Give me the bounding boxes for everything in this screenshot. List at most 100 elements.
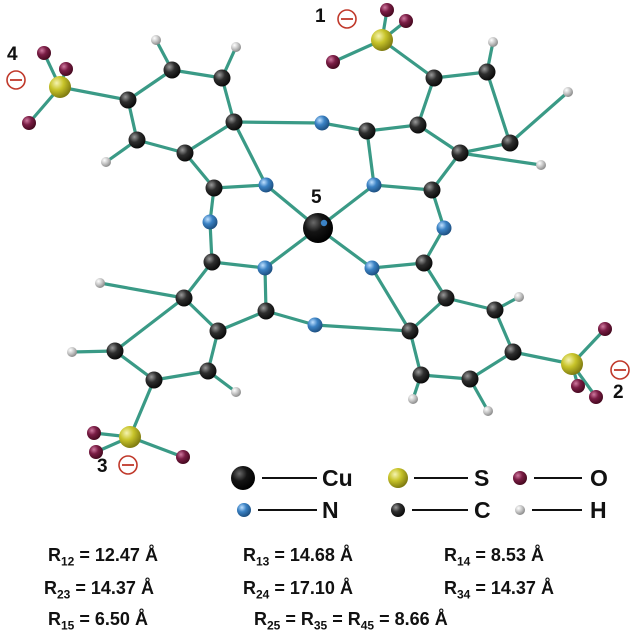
carbon-atom [501, 134, 519, 152]
nitrogen-atom [257, 260, 273, 276]
sulfur-atom [119, 426, 141, 448]
carbon-atom [358, 122, 376, 140]
oxygen-atom [326, 55, 340, 69]
legend-label-h: H [590, 497, 607, 523]
carbon-atom [425, 69, 443, 87]
carbon-atom [128, 131, 146, 149]
carbon-atom [486, 301, 504, 319]
nitrogen-atom [202, 214, 218, 230]
site-5-marker [320, 219, 328, 227]
bond [365, 123, 420, 133]
bond [313, 323, 412, 333]
distance-r25-r35-r45: R25 = R35 = R45 = 8.66 Å [254, 609, 448, 633]
hydrogen-atom [67, 347, 77, 357]
nitrogen-atom [364, 260, 380, 276]
oxygen-atom [87, 426, 101, 440]
minus-circle-icon [118, 455, 138, 475]
carbon-atom [176, 144, 194, 162]
atoms-layer [22, 3, 612, 464]
oxygen-atom [571, 379, 585, 393]
legend-swatch-h [515, 505, 525, 515]
legend-label-c: C [474, 497, 491, 523]
bond [152, 369, 210, 382]
hydrogen-atom [488, 37, 498, 47]
nitrogen-atom [307, 317, 323, 333]
distance-r13: R13 = 14.68 Å [243, 545, 353, 569]
carbon-atom [119, 91, 137, 109]
distance-r24: R24 = 17.10 Å [243, 578, 353, 602]
legend-swatch-c [391, 503, 405, 517]
carbon-atom [451, 144, 469, 162]
distance-r12: R12 = 12.47 Å [48, 545, 158, 569]
site-label-5: 5 [311, 187, 322, 208]
carbon-atom [437, 289, 455, 307]
sulfur-atom [49, 76, 71, 98]
hydrogen-atom [536, 160, 546, 170]
bond [216, 309, 268, 333]
legend-swatch-cu [231, 466, 255, 490]
hydrogen-atom [231, 42, 241, 52]
bond [370, 266, 412, 333]
hydrogen-atom [95, 278, 105, 288]
oxygen-atom [380, 3, 394, 17]
bond [508, 90, 570, 145]
distance-r23: R23 = 14.37 Å [44, 578, 154, 602]
hydrogen-atom [231, 387, 241, 397]
legend-swatch-n [237, 503, 251, 517]
oxygen-atom [22, 116, 36, 130]
nitrogen-atom [366, 177, 382, 193]
bond [210, 260, 267, 270]
hydrogen-atom [514, 292, 524, 302]
hydrogen-atom [151, 35, 161, 45]
bond [113, 296, 186, 353]
minus-circle-icon [6, 70, 26, 90]
bond [485, 70, 512, 145]
bond [370, 261, 426, 270]
carbon-atom [478, 63, 496, 81]
hydrogen-atom [408, 394, 418, 404]
sulfur-atom [371, 29, 393, 51]
hydrogen-atom [483, 406, 493, 416]
bond [58, 85, 130, 102]
bond [98, 281, 186, 300]
carbon-atom [199, 362, 217, 380]
nitrogen-atom [258, 177, 274, 193]
legend-label-n: N [322, 497, 339, 523]
carbon-atom [209, 322, 227, 340]
oxygen-atom [176, 450, 190, 464]
carbon-atom [145, 371, 163, 389]
nitrogen-atom [314, 115, 330, 131]
carbon-atom [423, 181, 441, 199]
oxygen-atom [59, 62, 73, 76]
site-label-4: 4 [7, 44, 18, 65]
carbon-atom [213, 69, 231, 87]
carbon-atom [225, 113, 243, 131]
oxygen-atom [37, 46, 51, 60]
carbon-atom [106, 342, 124, 360]
carbon-atom [409, 116, 427, 134]
distance-r14: R14 = 8.53 Å [444, 545, 544, 569]
legend-swatch-o [513, 471, 527, 485]
hydrogen-atom [563, 87, 573, 97]
bond [212, 183, 268, 190]
site-label-1: 1 [315, 6, 326, 27]
minus-circle-icon [337, 9, 357, 29]
carbon-atom [203, 253, 221, 271]
carbon-atom [175, 289, 193, 307]
oxygen-atom [89, 445, 103, 459]
legend-label-cu: Cu [322, 465, 353, 491]
bond [365, 129, 376, 187]
minus-circle-icon [610, 360, 630, 380]
bond [232, 120, 268, 187]
oxygen-atom [598, 322, 612, 336]
copper-atom [303, 213, 333, 243]
bond [183, 120, 236, 155]
oxygen-atom [399, 14, 413, 28]
bond [432, 70, 489, 80]
element-legend: Cu S O N C H [231, 465, 608, 523]
distance-r15: R15 = 6.50 Å [48, 609, 148, 633]
carbon-atom [257, 302, 275, 320]
carbon-atom [412, 366, 430, 384]
bond [372, 183, 434, 192]
